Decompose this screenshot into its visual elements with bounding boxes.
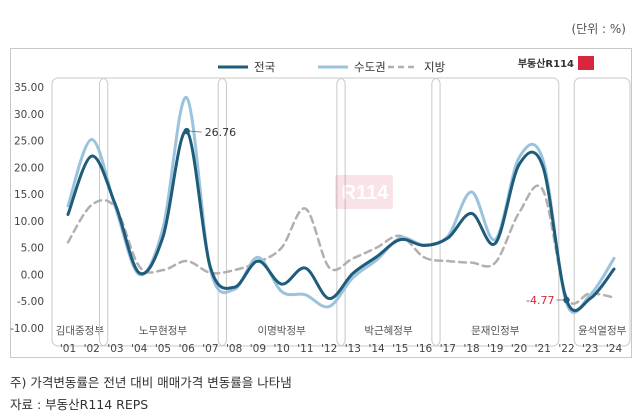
x-tick-label: '08 <box>226 343 242 355</box>
y-tick-label: 25.00 <box>14 136 44 148</box>
era-box <box>573 77 631 347</box>
x-tick-label: '02 <box>84 343 100 355</box>
era-label: 문재인정부 <box>471 325 520 337</box>
chart-frame <box>10 48 632 358</box>
x-tick-label: '14 <box>368 343 385 355</box>
era-box <box>51 77 109 347</box>
y-tick-label: -5.00 <box>17 296 44 308</box>
era-label: 이명박정부 <box>257 325 306 337</box>
legend-label: 지방 <box>424 60 446 74</box>
y-tick-label: 20.00 <box>14 162 44 174</box>
y-tick-label: 30.00 <box>14 109 44 121</box>
x-tick-label: '11 <box>297 343 313 355</box>
series-line-수도권 <box>66 96 616 314</box>
era-box <box>336 77 441 347</box>
era-box <box>431 77 560 347</box>
x-tick-label: '17 <box>440 343 456 355</box>
x-tick-label: '05 <box>155 343 171 355</box>
x-tick-label: '03 <box>107 343 123 355</box>
x-tick-label: '21 <box>535 343 551 355</box>
brand-logo-mark <box>578 56 594 70</box>
series-line-전국 <box>66 129 616 313</box>
x-tick-label: '22 <box>558 343 574 355</box>
era-label: 박근혜정부 <box>364 325 413 337</box>
x-tick-label: '10 <box>274 343 290 355</box>
y-tick-label: 0.00 <box>21 269 44 281</box>
annotation-leader <box>189 130 202 133</box>
x-tick-label: '15 <box>392 343 408 355</box>
legend: 전국 수도권 지방 <box>218 60 446 74</box>
x-tick-label: '04 <box>131 343 148 355</box>
legend-label: 전국 <box>254 60 275 74</box>
annotation-point <box>563 296 570 304</box>
annotation-label: -4.77 <box>526 294 554 307</box>
era-label: 노무현정부 <box>139 325 188 337</box>
y-tick-label: 10.00 <box>14 216 44 228</box>
x-tick-label: '09 <box>250 343 266 355</box>
x-tick-label: '01 <box>60 343 76 355</box>
annotations: 26.76 -4.77 <box>183 126 570 307</box>
annotation-label: 26.76 <box>205 126 237 139</box>
era-boxes: 김대중정부 노무현정부 이명박정부 박근혜정부 문재인정부 윤석열정부 <box>51 77 631 347</box>
watermark-logo-box <box>335 175 393 209</box>
brand-logo-text: 부동산R114 <box>518 57 574 70</box>
x-axis: '01 '02 '03 '04 '05 '06 '07 '08 '09 '10 '11 '12 '13 '… <box>60 343 623 355</box>
x-tick-label: '18 <box>463 343 479 355</box>
x-tick-label: '20 <box>511 343 527 355</box>
watermark-logo-text: R114 <box>342 182 390 204</box>
source-note: 자료 : 부동산R114 REPS <box>10 397 149 412</box>
y-tick-label: 5.00 <box>21 243 44 255</box>
footnote: 주) 가격변동률은 전년 대비 매매가격 변동률을 나타냄 <box>10 375 292 390</box>
x-tick-label: '23 <box>582 343 598 355</box>
era-box <box>98 77 227 347</box>
y-axis: 35.00 30.00 25.00 20.00 15.00 10.00 5.00 0.00 -5… <box>10 82 44 335</box>
x-tick-label: '24 <box>606 343 623 355</box>
annotation-point <box>183 127 190 135</box>
x-tick-label: '16 <box>416 343 433 355</box>
y-tick-label: -10.00 <box>10 323 44 335</box>
y-tick-label: 15.00 <box>14 189 44 201</box>
x-tick-label: '13 <box>345 343 361 355</box>
legend-label: 수도권 <box>354 60 386 74</box>
watermark: R114 <box>335 175 393 209</box>
unit-label: (단위 : %) <box>571 22 626 36</box>
series-line-지방 <box>66 184 616 305</box>
x-tick-label: '19 <box>487 343 503 355</box>
x-tick-label: '07 <box>202 343 218 355</box>
era-label: 김대중정부 <box>56 325 105 337</box>
x-tick-label: '06 <box>179 343 196 355</box>
era-label: 윤석열정부 <box>578 325 627 337</box>
brand-logo: 부동산R114 <box>518 56 594 70</box>
x-tick-label: '12 <box>321 343 337 355</box>
y-tick-label: 35.00 <box>14 82 44 94</box>
era-box <box>217 77 346 347</box>
series-lines <box>66 96 616 314</box>
